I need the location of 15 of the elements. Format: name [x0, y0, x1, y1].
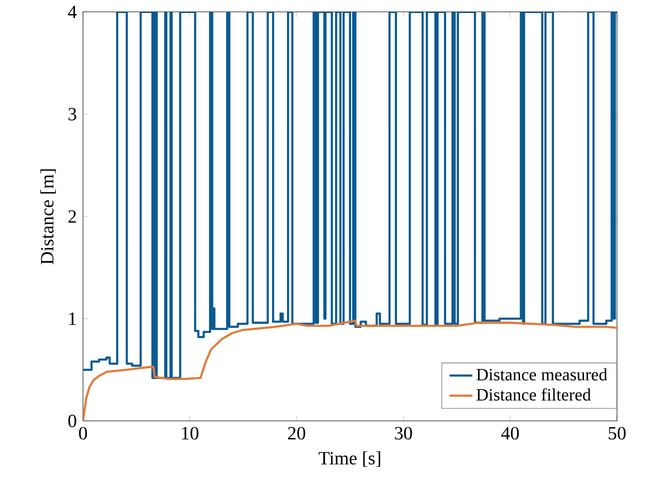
x-tick-label: 20 — [288, 426, 306, 440]
y-tick-label: 3 — [68, 108, 76, 120]
x-tick-label: 10 — [182, 426, 198, 440]
y-tick-label: 1 — [69, 312, 76, 325]
y-tick-label: 2 — [68, 210, 76, 223]
x-tick-label: 30 — [394, 426, 412, 440]
x-tick-label: 40 — [501, 426, 519, 440]
legend-label: Distance measured — [476, 368, 608, 381]
y-tick-label: 4 — [68, 6, 77, 18]
x-tick-label: 50 — [608, 426, 626, 440]
x-tick-label: 0 — [79, 426, 87, 440]
x-axis-title: Time [s] — [318, 451, 380, 467]
y-axis-title: Distance [m] — [40, 169, 56, 264]
y-tick-label: 0 — [68, 414, 76, 428]
legend-label: Distance filtered — [476, 388, 591, 401]
